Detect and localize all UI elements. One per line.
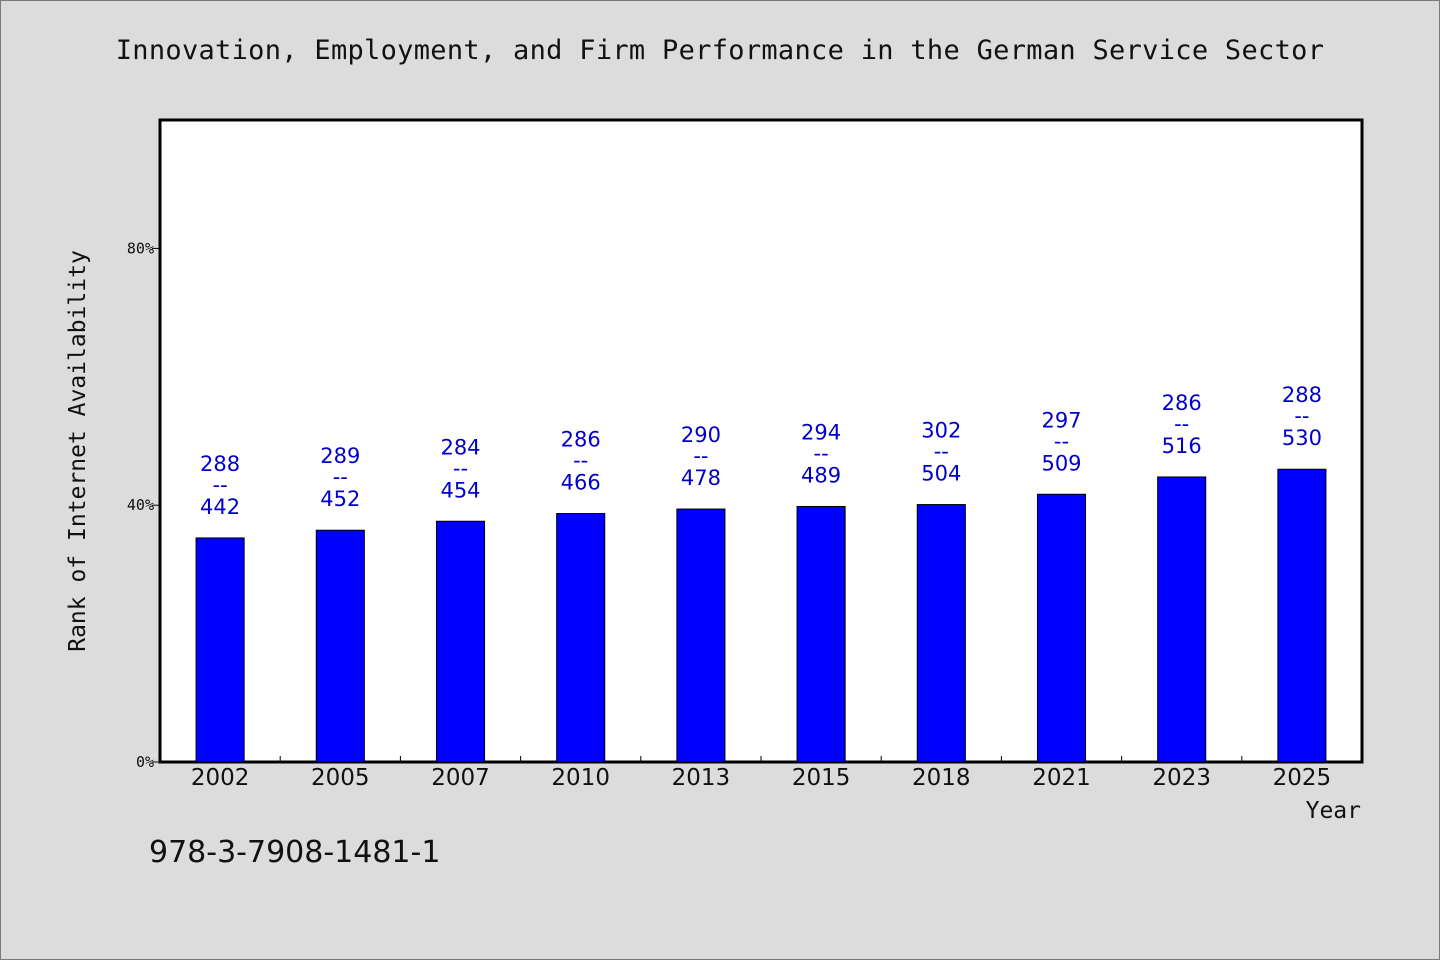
x-axis: 2002 2005 2007 2010 2013 2015 2018 2021 2023 2025 <box>191 756 1331 791</box>
bar-2018 <box>916 504 966 763</box>
data-label-bottom: 442 <box>200 495 240 519</box>
data-label-mid: -- <box>573 449 588 473</box>
data-label-top: 288 <box>200 452 240 476</box>
x-tick-label: 2002 <box>191 765 250 791</box>
data-label-mid: -- <box>814 441 829 465</box>
data-label-bottom: 454 <box>440 478 480 502</box>
y-tick-label: 80% <box>127 239 154 257</box>
bar-2005 <box>315 529 365 763</box>
data-label-top: 290 <box>681 423 721 447</box>
data-label-top: 288 <box>1282 383 1322 407</box>
data-label-bottom: 452 <box>320 487 360 511</box>
data-label-top: 289 <box>320 444 360 468</box>
data-label-mid: -- <box>213 473 228 497</box>
data-label-top: 294 <box>801 420 841 444</box>
data-label-top: 286 <box>561 428 601 452</box>
bar-2010 <box>556 513 606 763</box>
x-tick-label: 2025 <box>1273 765 1332 791</box>
x-tick-label: 2005 <box>311 765 370 791</box>
data-label-bottom: 530 <box>1282 426 1322 450</box>
y-axis-title: Rank of Internet Availability <box>65 250 91 652</box>
data-label-bottom: 504 <box>921 462 961 486</box>
bar-2025 <box>1277 468 1327 763</box>
data-label-mid: -- <box>934 440 949 464</box>
x-tick-label: 2015 <box>792 765 851 791</box>
data-label-bottom: 466 <box>561 471 601 495</box>
x-tick-label: 2013 <box>672 765 731 791</box>
bar-2015 <box>796 505 846 763</box>
isbn-label: 978-3-7908-1481-1 <box>149 835 441 870</box>
y-tick-label: 0% <box>136 753 154 771</box>
bars <box>195 468 1327 763</box>
x-tick-label: 2023 <box>1152 765 1211 791</box>
data-label-top: 302 <box>921 419 961 443</box>
data-label-top: 286 <box>1162 391 1202 415</box>
data-label-bottom: 516 <box>1162 434 1202 458</box>
data-label-top: 284 <box>440 435 480 459</box>
data-label-mid: -- <box>693 444 708 468</box>
bar-2013 <box>676 508 726 763</box>
x-tick-label: 2018 <box>912 765 971 791</box>
data-label-mid: -- <box>1294 404 1309 428</box>
bar-2023 <box>1157 476 1207 763</box>
x-tick-label: 2021 <box>1032 765 1091 791</box>
data-label-mid: -- <box>1054 429 1069 453</box>
data-label-bottom: 489 <box>801 463 841 487</box>
data-label-bottom: 478 <box>681 466 721 490</box>
data-label-mid: -- <box>453 456 468 480</box>
chart-title: Innovation, Employment, and Firm Perform… <box>115 35 1325 66</box>
y-axis: 0% 40% 80% <box>127 239 160 771</box>
bar-2021 <box>1036 493 1087 763</box>
bar-2002 <box>195 537 245 763</box>
x-axis-title: Year <box>1306 798 1361 824</box>
bar-2007 <box>435 520 486 763</box>
x-tick-label: 2010 <box>551 765 610 791</box>
y-tick-label: 40% <box>127 496 154 514</box>
x-tick-label: 2007 <box>431 765 490 791</box>
data-label-top: 297 <box>1041 408 1081 432</box>
data-label-bottom: 509 <box>1041 451 1081 475</box>
data-label-mid: -- <box>333 465 348 489</box>
data-label-mid: -- <box>1174 412 1189 436</box>
data-labels: 288--442289--452284--454286--466290--478… <box>200 383 1322 519</box>
